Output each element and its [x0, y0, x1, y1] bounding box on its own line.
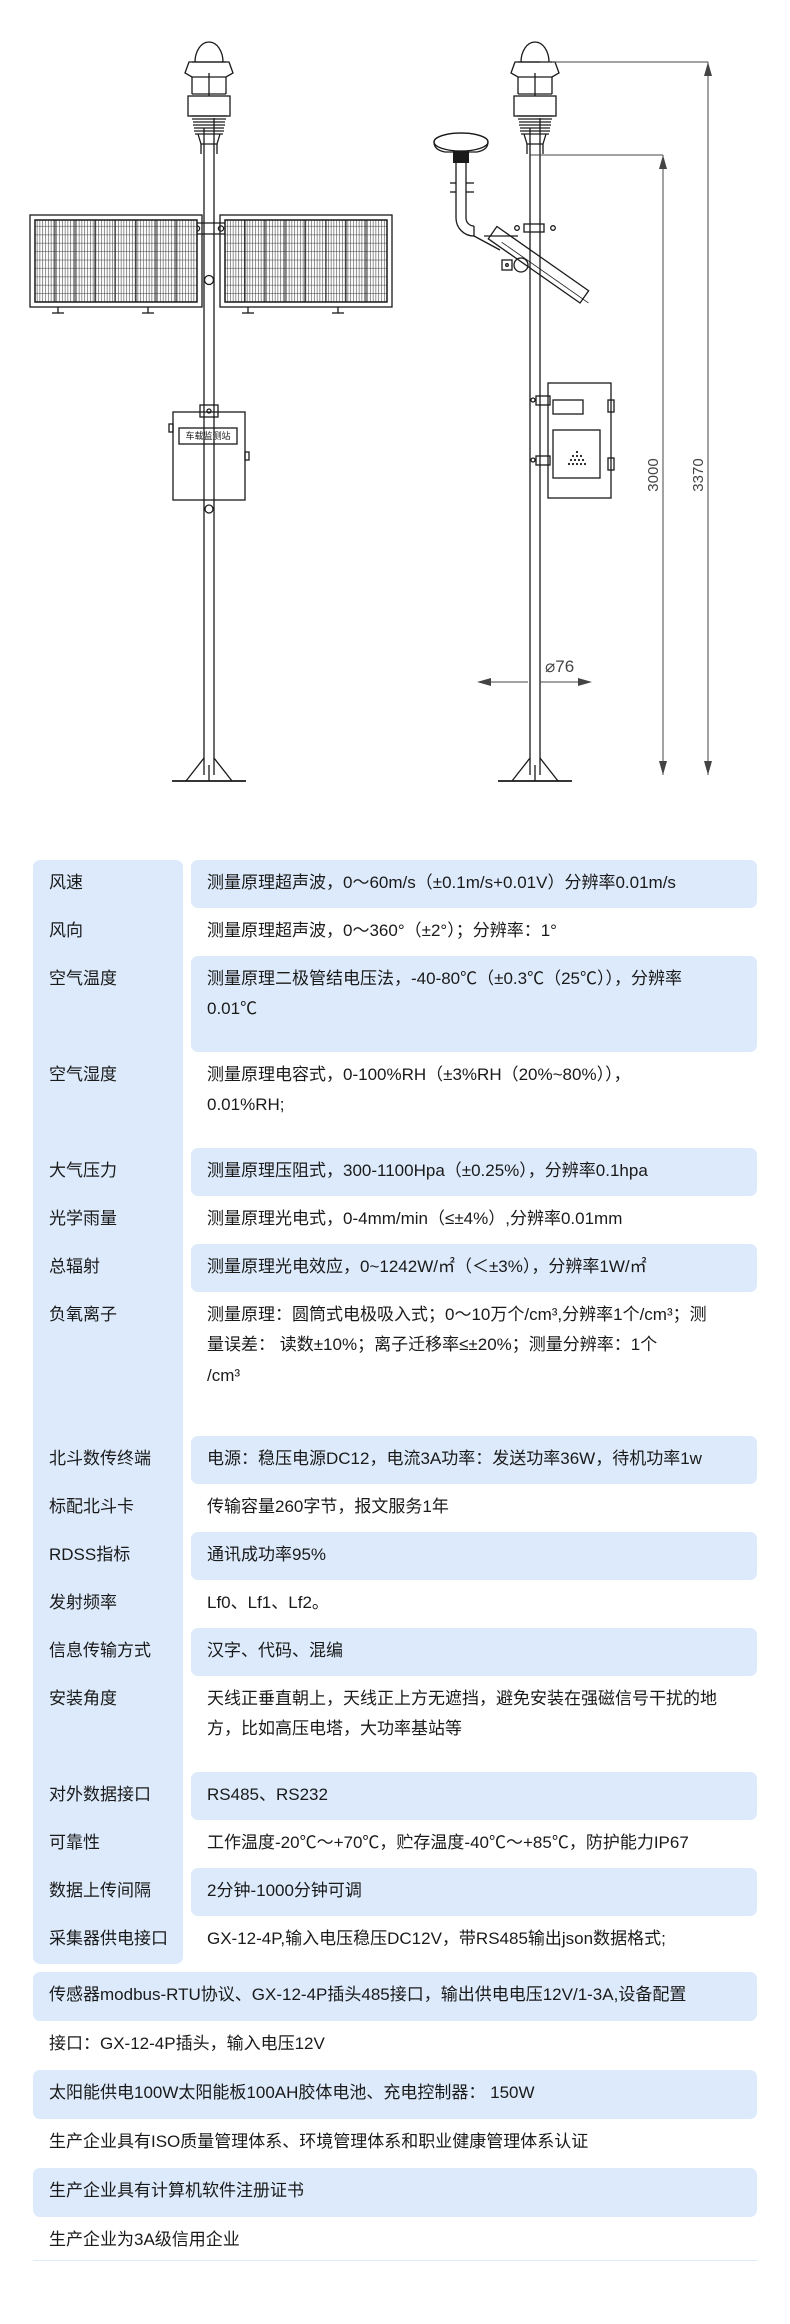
svg-text:车载监测站: 车载监测站	[185, 430, 230, 441]
svg-text:⌀76: ⌀76	[545, 657, 574, 676]
svg-text:3000: 3000	[645, 458, 662, 491]
svg-text:3370: 3370	[690, 458, 707, 491]
